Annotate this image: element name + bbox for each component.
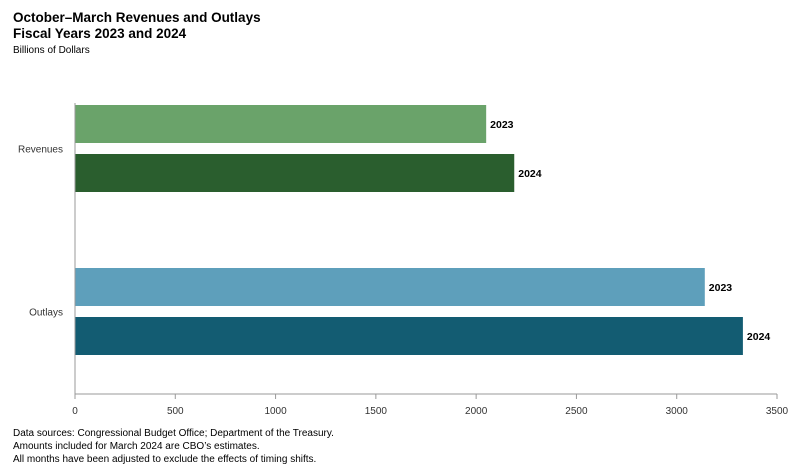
bar-end-label: 2023: [490, 119, 514, 131]
x-axis-ticks: 0 500 1000 1500 2000 2500 3000 3500: [72, 394, 789, 417]
source-notes: Data sources: Congressional Budget Offic…: [13, 427, 334, 466]
x-tick-label: 1500: [365, 406, 388, 417]
x-tick-label: 3000: [666, 406, 689, 417]
x-tick-label: 0: [72, 406, 78, 417]
bar-outlays-2024: [75, 317, 743, 355]
bar-outlays-2023: [75, 268, 705, 306]
x-tick-label: 3500: [766, 406, 789, 417]
bar-revenues-2023: [75, 105, 487, 143]
bar-end-label: 2023: [709, 282, 733, 294]
x-tick-label: 2500: [565, 406, 588, 417]
category-label-revenues: Revenues: [18, 145, 63, 156]
note-line: Amounts included for March 2024 are CBO’…: [13, 441, 260, 452]
x-tick-label: 2000: [465, 406, 488, 417]
bar-revenues-2024: [75, 154, 515, 192]
note-line: Data sources: Congressional Budget Offic…: [13, 428, 334, 439]
chart-subtitle: Fiscal Years 2023 and 2024: [13, 26, 187, 41]
chart-title: October–March Revenues and Outlays: [13, 10, 261, 25]
category-label-outlays: Outlays: [29, 308, 63, 319]
note-line: All months have been adjusted to exclude…: [13, 454, 317, 465]
x-tick-label: 1000: [264, 406, 287, 417]
x-tick-label: 500: [167, 406, 184, 417]
bar-end-label: 2024: [747, 331, 771, 343]
bar-end-label: 2024: [518, 168, 542, 180]
chart-marks: 2023 2024 2023 2024: [75, 105, 770, 355]
category-labels: Revenues Outlays: [18, 145, 63, 319]
units-label: Billions of Dollars: [13, 45, 90, 56]
